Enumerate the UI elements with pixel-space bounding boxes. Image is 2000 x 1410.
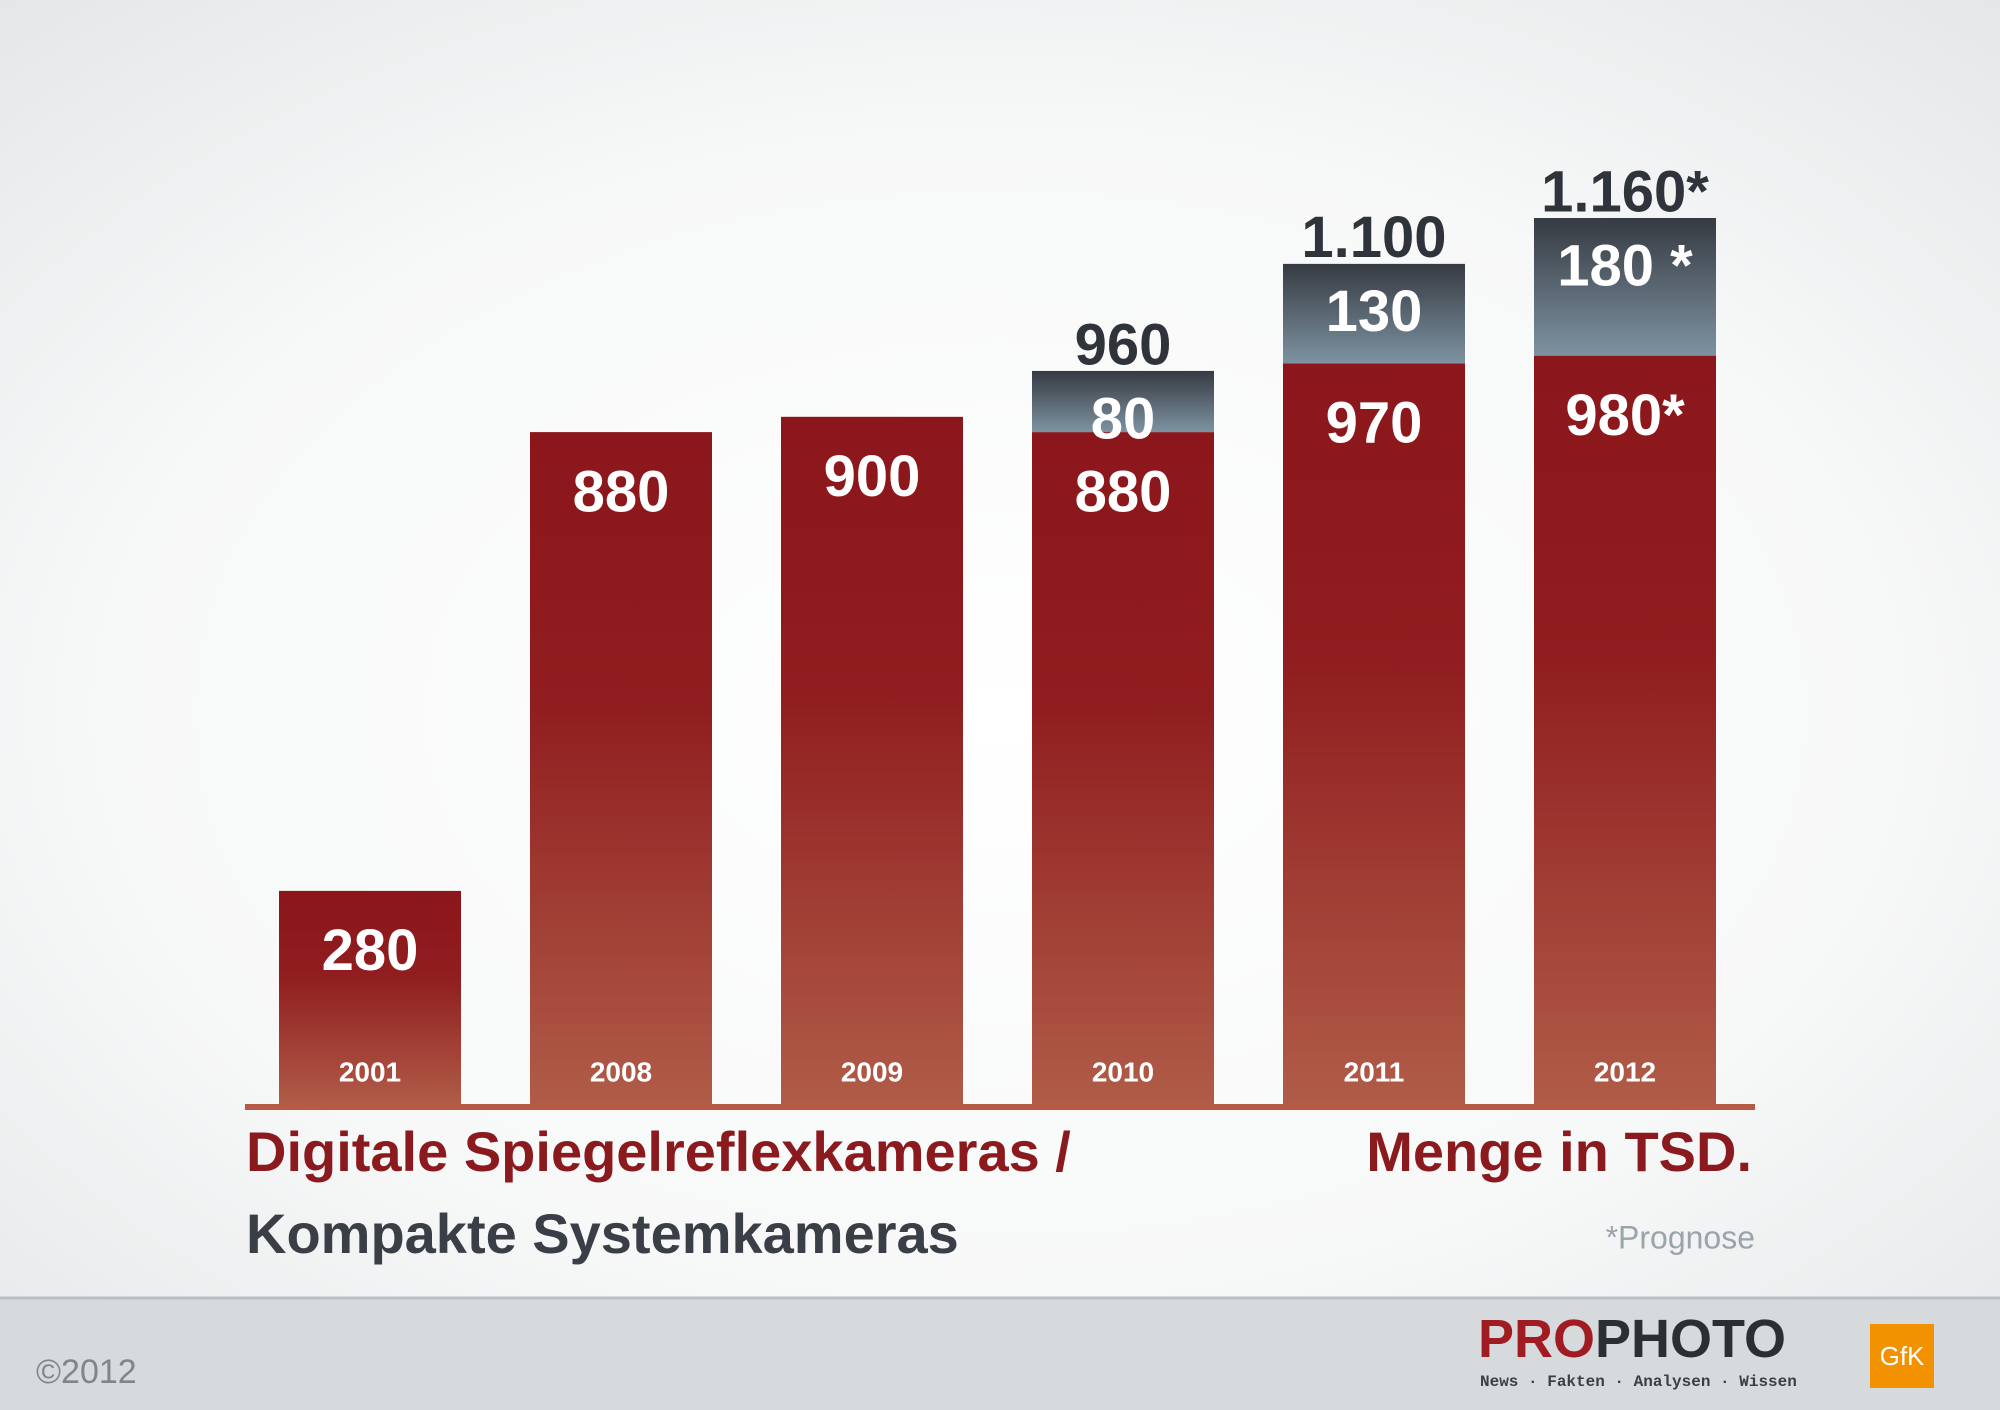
bar-segment bbox=[279, 890, 461, 1105]
x-tick-label: 2011 bbox=[1344, 1056, 1405, 1087]
bar-segment bbox=[1283, 263, 1465, 364]
copyright: ©2012 bbox=[36, 1353, 137, 1391]
value-label: 880 bbox=[573, 459, 670, 524]
x-tick-label: 2012 bbox=[1594, 1056, 1656, 1087]
value-label: 880 bbox=[1075, 459, 1172, 524]
footer-band bbox=[0, 1297, 2000, 1410]
partner-logo bbox=[1870, 1324, 1934, 1388]
bar-segment bbox=[781, 416, 963, 1106]
total-label: 1.160* bbox=[1541, 159, 1709, 224]
logo-red: PRO bbox=[1478, 1309, 1595, 1369]
logo-tagline: News · Fakten · Analysen · Wissen bbox=[1480, 1373, 1797, 1391]
plot: 280 2001 880 2008 900 2009 880 80 960 2010 970 130 1… bbox=[279, 159, 1716, 1106]
subtitle: Menge in TSD. bbox=[1366, 1120, 1752, 1183]
value-label: 80 bbox=[1091, 386, 1156, 451]
bar-segment bbox=[1534, 218, 1716, 356]
value-label: 130 bbox=[1326, 279, 1423, 344]
bar-segment bbox=[1032, 432, 1214, 1105]
value-label: 970 bbox=[1326, 391, 1423, 456]
value-label: 900 bbox=[824, 444, 921, 509]
value-label: 280 bbox=[322, 918, 419, 983]
value-label: 180 * bbox=[1557, 233, 1693, 298]
x-tick-label: 2008 bbox=[590, 1056, 652, 1087]
legend-entry: Kompakte Systemkameras bbox=[246, 1202, 959, 1265]
logo: PROPHOTO bbox=[1478, 1309, 1786, 1369]
bar-segment bbox=[1032, 370, 1214, 433]
note: *Prognose bbox=[1606, 1219, 1755, 1255]
x-tick-label: 2009 bbox=[841, 1056, 903, 1087]
total-label: 1.100 bbox=[1301, 205, 1446, 270]
logo-dark: PHOTO bbox=[1595, 1309, 1786, 1369]
x-tick-label: 2010 bbox=[1092, 1056, 1154, 1087]
bar-segment bbox=[530, 432, 712, 1105]
legend-entry: Digitale Spiegelreflexkameras / bbox=[246, 1120, 1071, 1183]
partner-name: GfK bbox=[1880, 1341, 1925, 1371]
x-tick-label: 2001 bbox=[339, 1056, 401, 1087]
value-label: 980* bbox=[1565, 383, 1685, 448]
total-label: 960 bbox=[1075, 312, 1172, 377]
bar-segment bbox=[1534, 355, 1716, 1105]
bar-segment bbox=[1283, 363, 1465, 1105]
